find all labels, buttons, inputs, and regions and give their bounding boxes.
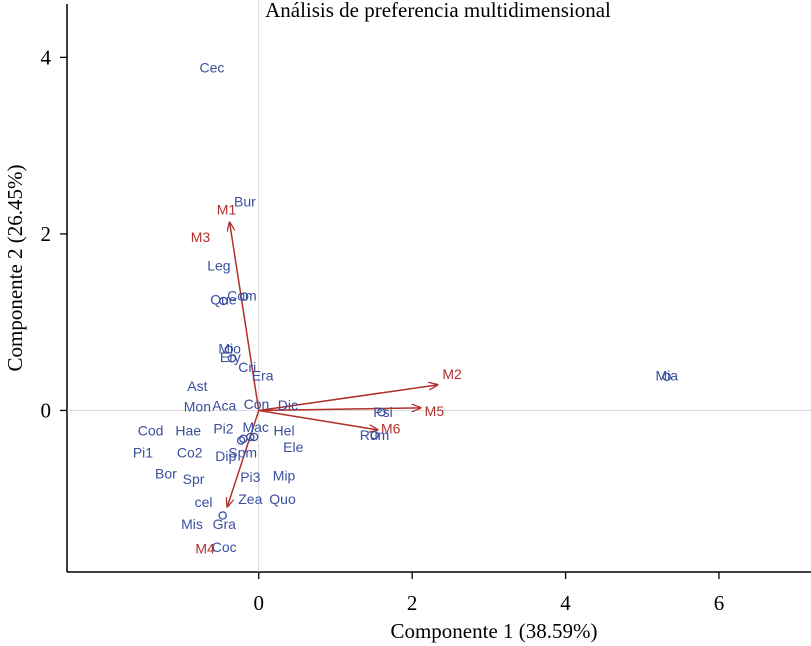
point-label: Coc <box>212 539 237 555</box>
point-label: Cec <box>200 60 225 76</box>
point-label: Ast <box>187 378 207 394</box>
axes: 0 2 4 6 0 2 4 <box>41 4 811 615</box>
point-label: Leg <box>207 257 230 273</box>
point-label: Gra <box>213 516 237 532</box>
point-label: Mia <box>656 368 679 384</box>
point-label: Mio <box>218 340 241 356</box>
data-point <box>377 407 386 417</box>
point-label: Bur <box>234 194 256 210</box>
origin-lines <box>67 0 811 572</box>
data-point <box>219 296 228 306</box>
point-label: Que <box>210 292 237 308</box>
point-label: Dic <box>278 397 298 413</box>
preference-vectors: M1 M3 M2 M5 M6 M4 <box>191 202 462 557</box>
preference-vector <box>258 408 421 411</box>
point-label: Psi <box>373 404 392 420</box>
vector-label: M3 <box>191 229 211 245</box>
x-tick-label: 6 <box>714 591 725 615</box>
point-label: Pi3 <box>240 469 260 485</box>
y-axis-label: Componente 2 (26.45%) <box>3 164 27 371</box>
x-tick-label: 2 <box>407 591 418 615</box>
preference-vector <box>227 410 260 506</box>
point-label: cel <box>195 494 213 510</box>
data-point <box>662 372 672 382</box>
x-tick-label: 4 <box>560 591 571 615</box>
point-label: Rum <box>360 427 390 443</box>
point-label: Co2 <box>177 444 203 460</box>
point-label: Mon <box>184 399 211 415</box>
preference-vector <box>258 409 378 429</box>
y-tick-label: 4 <box>41 45 52 69</box>
y-tick-label: 2 <box>41 222 52 246</box>
point-label: Quo <box>269 491 296 507</box>
point-label: Aca <box>212 398 236 414</box>
data-point <box>239 292 249 301</box>
point-label: Hel <box>274 422 295 438</box>
point-label: Cod <box>138 422 164 438</box>
data-point <box>370 430 379 440</box>
point-label: Com <box>227 287 257 303</box>
data-point <box>239 434 248 443</box>
data-point <box>246 432 255 442</box>
x-tick-label: 0 <box>254 591 265 615</box>
point-label: Cri <box>238 359 256 375</box>
point-label: Pi2 <box>213 421 233 437</box>
point-label: Era <box>252 368 274 384</box>
vector-label: M2 <box>442 366 462 382</box>
point-label: Spr <box>183 471 205 487</box>
chart-title: Análisis de preferencia multidimensional <box>265 0 611 22</box>
point-label: Hae <box>175 422 201 438</box>
point-label: Spm <box>228 444 257 460</box>
point-label: Mac <box>242 419 268 435</box>
vector-label: M6 <box>381 421 401 437</box>
point-label: Bor <box>155 466 177 482</box>
vector-label: M4 <box>195 541 215 557</box>
point-label: Mip <box>273 467 296 483</box>
vector-label: M5 <box>425 403 445 419</box>
y-tick-label: 0 <box>41 398 52 422</box>
point-label: Zea <box>238 491 262 507</box>
point-label: Ery <box>220 349 241 365</box>
vector-label: M1 <box>217 202 237 218</box>
data-point <box>224 345 234 354</box>
point-label: Mis <box>181 516 203 532</box>
preference-vector <box>230 222 260 411</box>
point-label: Ele <box>283 439 303 455</box>
x-axis-label: Componente 1 (38.59%) <box>390 619 597 643</box>
data-point <box>218 511 227 520</box>
point-label: Con <box>244 396 270 412</box>
point-label: Dip <box>215 448 236 464</box>
data-point <box>227 354 237 363</box>
data-point <box>236 436 246 445</box>
data-point <box>249 432 259 442</box>
point-label: Pi1 <box>133 444 153 460</box>
preference-vector <box>258 385 438 412</box>
